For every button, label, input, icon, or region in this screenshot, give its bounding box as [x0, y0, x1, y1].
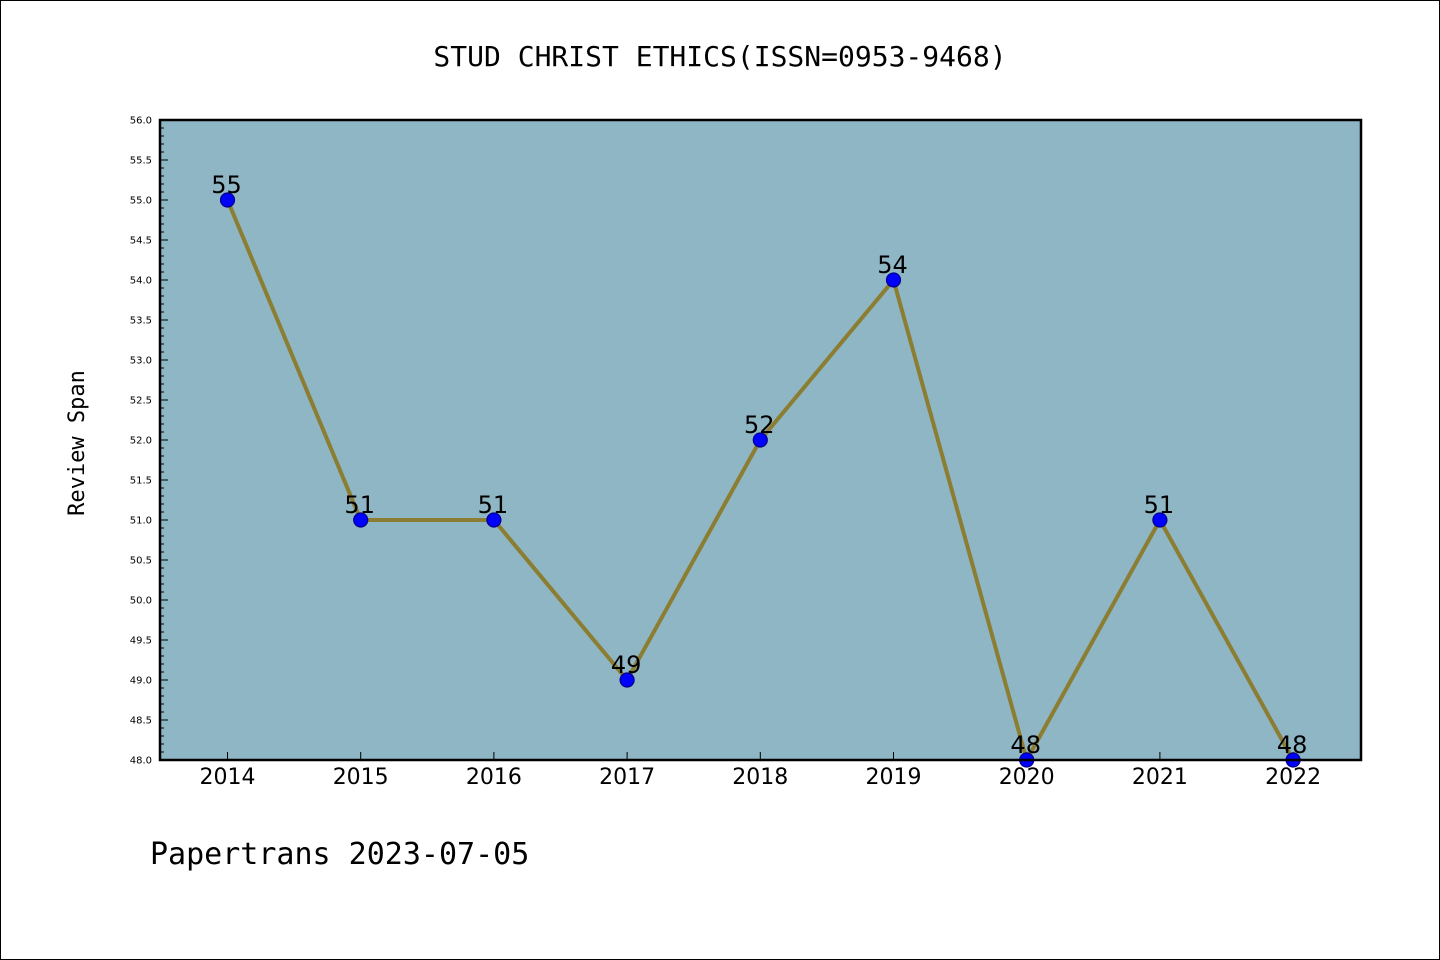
data-label: 48 [1010, 731, 1041, 759]
y-tick-label: 53.5 [130, 316, 152, 327]
y-tick-label: 56.0 [130, 116, 152, 127]
x-tick-label: 2017 [599, 765, 655, 790]
y-tick-label: 50.5 [130, 556, 152, 567]
data-label: 52 [744, 411, 775, 439]
x-tick-label: 2015 [333, 765, 389, 790]
plot-border [158, 118, 1363, 762]
data-point [885, 272, 902, 288]
y-axis: 48.0 48.5 49.0 49.5 50.0 50.5 51.0 51.5 52.0 52.5… [130, 116, 168, 767]
y-tick-label: 53.0 [130, 356, 152, 367]
y-tick-label: 48.5 [130, 716, 152, 727]
y-tick-label: 54.0 [130, 276, 152, 287]
footer-text: Papertrans 2023-07-05 [150, 837, 529, 872]
y-tick-label: 55.0 [130, 196, 152, 207]
data-label: 48 [1277, 731, 1308, 759]
x-tick-label: 2021 [1132, 765, 1188, 790]
data-label: 51 [478, 491, 509, 519]
data-label: 51 [1144, 491, 1175, 519]
x-tick-label: 2018 [732, 765, 788, 790]
y-tick-label: 52.0 [130, 436, 152, 447]
y-tick-label: 51.0 [130, 516, 152, 527]
y-tick-label: 48.0 [130, 756, 152, 767]
data-labels-group: 55 51 51 49 52 54 48 51 48 [211, 171, 1307, 759]
y-tick-label: 52.5 [130, 396, 152, 407]
data-point [219, 192, 236, 208]
y-tick-label: 55.5 [130, 156, 152, 167]
x-tick-label: 2019 [866, 765, 922, 790]
y-axis-label: Review Span [65, 370, 90, 516]
data-point [353, 512, 369, 528]
chart-title: STUD CHRIST ETHICS(ISSN=0953-9468) [433, 40, 1006, 73]
data-label: 54 [877, 251, 908, 279]
data-label: 49 [611, 651, 642, 679]
y-tick-label: 51.5 [130, 476, 152, 487]
data-point [752, 432, 768, 448]
data-point [1152, 512, 1168, 528]
data-label: 55 [211, 171, 242, 199]
y-tick-label: 54.5 [130, 236, 152, 247]
x-tick-label: 2014 [200, 765, 256, 790]
x-tick-label: 2022 [1265, 765, 1321, 790]
x-axis: 2014 2015 2016 2017 2018 2019 2020 2021 2022 [200, 752, 1321, 790]
data-point [486, 512, 502, 528]
x-tick-label: 2016 [466, 765, 522, 790]
x-tick-label: 2020 [999, 765, 1055, 790]
y-tick-label: 49.0 [130, 676, 152, 687]
markers-group [219, 192, 1301, 768]
y-tick-label: 49.5 [130, 636, 152, 647]
data-point [619, 672, 635, 688]
data-label: 51 [344, 491, 375, 519]
y-tick-label: 50.0 [130, 596, 152, 607]
